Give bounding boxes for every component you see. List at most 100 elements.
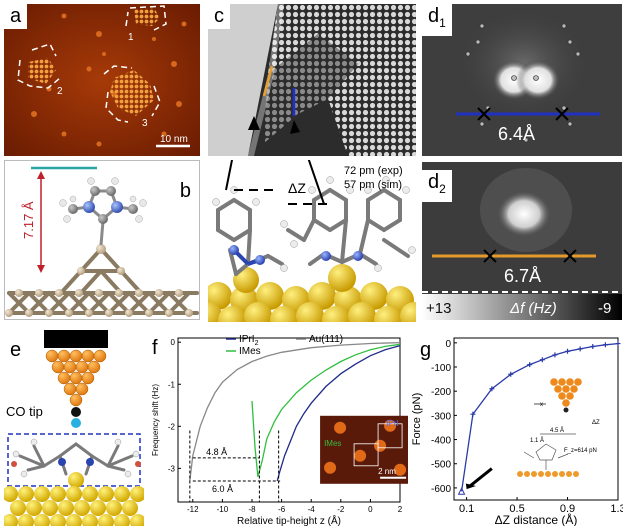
arrow-right: [307, 160, 325, 205]
force-point: [489, 386, 495, 392]
panel-c-model: ΔZ 72 pm (exp) 57 pm (sim): [208, 160, 416, 322]
distance-d1: 6.4Å: [498, 124, 535, 144]
force-chart: 0.1 0.5 0.9 1.3 0 -100 -200 -300 -400 -500 -600 ΔZ …: [411, 337, 623, 526]
force-line: [460, 342, 619, 492]
island-2-label: 2: [57, 86, 63, 97]
schematic-tip-atom: [566, 392, 574, 400]
schematic-surface-atom: [559, 471, 565, 477]
panel-f: -12 -10 -8 -6 -4 -2 0 2 0 -1 -2 -3 Relative tip-heig…: [146, 330, 408, 526]
inset-molecule: [334, 421, 347, 434]
scale-bar-label: 10 nm: [160, 134, 188, 145]
schematic-x-label: x: [540, 402, 543, 408]
y-tick-label: -100: [431, 363, 451, 374]
x-tick-label: 2: [398, 505, 403, 514]
x-axis-label: ΔZ distance (Å): [495, 512, 578, 526]
panel-b: 7.17 Å: [4, 160, 200, 320]
force-point: [565, 348, 571, 354]
panel-label-e: e: [4, 338, 28, 363]
panel-label-d1-main: d: [428, 5, 440, 27]
y-tick-label: -600: [431, 484, 451, 495]
island-3-label: 3: [142, 118, 148, 129]
force-point: [615, 341, 621, 347]
panel-label-f: f: [146, 336, 164, 361]
inset-molecule: [354, 449, 367, 462]
colorbar-max: +13: [426, 300, 451, 317]
schematic-surface-atom: [552, 471, 558, 477]
y-tick-label: -500: [431, 460, 451, 471]
schematic-surface-atom: [545, 471, 551, 477]
panel-label-d2-sub: 2: [439, 182, 446, 196]
schematic-ring: [535, 443, 557, 461]
panel-c-arrow-heads: [248, 116, 300, 134]
inset-scale-label: 2 nm: [378, 467, 396, 476]
panel-g: 0.1 0.5 0.9 1.3 0 -100 -200 -300 -400 -500 -600 ΔZ …: [410, 330, 623, 526]
plot-frame: [453, 337, 619, 501]
force-point: [457, 487, 466, 495]
y-tick-label: 0: [171, 338, 176, 347]
schematic-tip-atom: [562, 385, 570, 393]
x-tick-label: 0: [368, 505, 373, 514]
panel-label-d1: d1: [422, 4, 452, 36]
inset-molecule: [374, 439, 387, 452]
legend-subscript: 2: [255, 340, 259, 347]
panel-b-molecule-on-adatom: 7.17 Å: [5, 166, 199, 317]
schematic-surface-atom: [531, 471, 537, 477]
schematic-tip-atom: [566, 378, 574, 386]
schematic-tip-atom: [550, 378, 558, 386]
x-tick-label: -10: [217, 505, 229, 514]
x-tick-label: -6: [278, 505, 286, 514]
y-axis-label: Frequency shift (Hz): [151, 384, 160, 456]
x-tick-label: -8: [248, 505, 256, 514]
inset-molecule: [324, 461, 337, 474]
panel-c: c: [208, 4, 416, 156]
y-tick-label: -2: [168, 422, 176, 431]
x-tick-label: 1.3: [610, 503, 623, 515]
force-point: [577, 346, 583, 352]
x-tick-label: -2: [337, 505, 345, 514]
schematic-surface-atom: [566, 471, 572, 477]
schematic-co: [563, 407, 569, 413]
schematic-surface-atom: [538, 471, 544, 477]
y-tick-label: -300: [431, 411, 451, 422]
colorbar-min: -9: [598, 300, 611, 317]
panel-label-c: c: [208, 4, 230, 29]
force-point: [470, 411, 476, 417]
height-label: 7.17 Å: [21, 201, 36, 239]
schematic-fz: F_z=614 pN: [564, 448, 597, 454]
schematic-tip-atom: [558, 392, 566, 400]
x-tick-label: 0.5: [509, 503, 524, 515]
panel-d2-afm-image: 6.7Å +13 Δf (Hz) -9: [422, 162, 622, 320]
colorbar: [422, 294, 622, 320]
schematic-tip-atom: [570, 385, 578, 393]
panel-d1-afm-image: 6.4Å: [422, 4, 622, 156]
panel-e-tip-schematic: CO tip: [4, 330, 144, 526]
force-point: [590, 343, 596, 349]
y-axis-label: Force (pN): [411, 393, 423, 446]
panel-a-stm-image: 1 2 3 10 nm: [4, 4, 200, 156]
sim-value: 57 pm (sim): [344, 179, 402, 191]
frequency-shift-chart: -12 -10 -8 -6 -4 -2 0 2 0 -1 -2 -3 Relative tip-heig…: [151, 334, 408, 526]
panel-label-b: b: [173, 179, 197, 204]
legend-label-0: IPrI2: [239, 334, 259, 347]
schematic-11: 1.1 Å: [530, 437, 544, 444]
force-point: [602, 342, 608, 348]
x-axis-label: Relative tip-height z (Å): [237, 514, 341, 526]
schematic-tip-atom: [574, 378, 582, 386]
schematic-sidechains: [523, 451, 569, 459]
inset-box-ipri: [377, 423, 403, 449]
panel-label-d2: d2: [422, 170, 452, 202]
exp-value: 72 pm (exp): [344, 165, 403, 177]
annotation-6-0: 6.0 Å: [212, 484, 233, 494]
schematic-45: 4.5 Å: [550, 427, 564, 434]
y-tick-label: -400: [431, 436, 451, 447]
tip-atoms: [45, 349, 107, 407]
x-tick-label: -12: [187, 505, 199, 514]
schematic-surface-atom: [573, 471, 579, 477]
panel-e: CO tip e: [4, 330, 144, 526]
x-tick-label: -4: [308, 505, 316, 514]
y-tick-label: -3: [168, 464, 176, 473]
distance-d2: 6.7Å: [504, 266, 541, 286]
annotation-4-8: 4.8 Å: [206, 447, 227, 457]
island-1-label: 1: [128, 32, 134, 43]
inset-label-imes: IMes: [324, 439, 341, 448]
